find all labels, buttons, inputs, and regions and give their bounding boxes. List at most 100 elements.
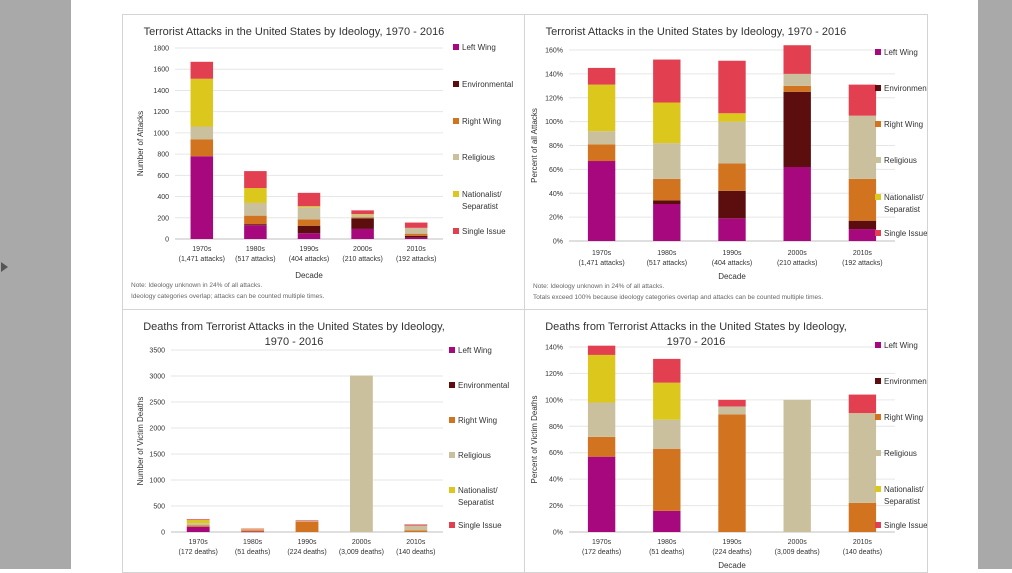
y-tick-label: 20% [549,215,563,222]
bar-segment [186,523,210,526]
legend-label: Left Wing [462,43,496,52]
bar-segment [351,218,374,229]
x-tick-label: 1980s [657,250,677,257]
bar-segment [587,161,616,241]
bar-segment [241,531,265,533]
bar-segment [783,85,811,92]
legend-label: Left Wing [884,48,918,57]
bar-segment [848,413,877,503]
legend-label: Environmental [458,381,509,390]
x-tick-label: 2000s [352,539,372,546]
y-tick-label: 2000 [149,426,165,433]
legend-swatch [875,486,881,492]
x-axis-label: Decade [718,272,746,281]
legend-swatch [453,191,459,197]
y-tick-label: 1600 [153,67,169,74]
bar-segment [295,520,319,522]
bar-segment [718,399,746,407]
bar-segment [718,163,746,191]
bar-segment [404,530,428,532]
y-tick-label: 160% [545,48,563,55]
y-tick-label: 0% [553,239,563,246]
y-tick-label: 0 [161,530,165,537]
bar-segment [297,233,321,239]
x-tick-sublabel: (1,471 attacks) [179,256,225,263]
x-tick-sublabel: (224 deaths) [287,549,326,556]
chart-title: 1970 - 2016 [265,336,324,348]
legend-label: Religious [884,449,917,458]
legend-swatch [453,81,459,87]
legend-label: Separatist [884,497,921,506]
bar-segment [351,214,374,218]
bar-segment [186,526,210,532]
x-tick-label: 1980s [243,539,263,546]
x-tick-label: 1990s [299,246,319,253]
bar-segment [587,144,616,162]
bar-segment [295,521,319,532]
x-tick-label: 1980s [246,246,266,253]
bar-segment [587,84,616,132]
chart-deaths-percent: Deaths from Terrorist Attacks in the Uni… [524,309,928,573]
legend-label: Single Issue [458,521,502,530]
expand-arrow-icon[interactable] [1,262,8,272]
legend-label: Religious [884,156,917,165]
document-page: Terrorist Attacks in the United States b… [71,0,978,573]
x-axis-label: Decade [718,561,746,570]
legend-swatch [449,347,455,353]
x-axis-label: Decade [295,271,323,280]
bar-segment [653,382,681,420]
x-tick-sublabel: (3,009 deaths) [775,549,820,556]
legend-label: Left Wing [884,341,918,350]
y-tick-label: 0 [165,237,169,244]
bar-segment [718,60,746,114]
legend-label: Separatist [462,202,499,211]
bar-segment [848,229,877,241]
bar-segment [190,139,214,157]
bar-segment [718,414,746,532]
bar-segment [587,456,616,532]
y-tick-label: 3000 [149,374,165,381]
bar-segment [297,206,321,208]
bar-segment [404,524,428,526]
chart-svg: Deaths from Terrorist Attacks in the Uni… [530,321,927,570]
legend-label: Right Wing [884,413,923,422]
x-tick-sublabel: (192 attacks) [842,260,882,267]
bar-segment [244,188,267,203]
y-tick-label: 600 [157,173,169,180]
x-tick-label: 1970s [192,246,212,253]
chart-note: Ideology categories overlap; attacks can… [131,293,324,300]
bar-segment [653,59,681,103]
bar-segment [848,115,877,179]
bar-segment [848,502,877,532]
chart-deaths-count: Deaths from Terrorist Attacks in the Uni… [122,309,526,573]
bar-segment [241,530,265,532]
x-tick-sublabel: (517 attacks) [647,260,687,267]
y-tick-label: 40% [549,477,563,484]
legend-label: Right Wing [462,117,501,126]
legend-label: Nationalist/ [884,485,924,494]
x-tick-label: 1970s [592,250,612,257]
y-tick-label: 100% [545,397,563,404]
bar-segment [783,45,811,74]
y-axis-label: Number of Victim Deaths [136,397,145,486]
bar-segment [186,525,210,527]
y-tick-label: 100% [545,119,563,126]
bar-segment [297,225,321,234]
legend-swatch [875,378,881,384]
x-tick-sublabel: (224 deaths) [712,549,751,556]
legend-swatch [875,85,881,91]
bar-segment [653,143,681,179]
x-tick-sublabel: (404 attacks) [289,256,329,263]
chart-svg: Terrorist Attacks in the United States b… [131,26,513,300]
y-axis-label: Percent of Victim Deaths [530,396,539,484]
y-tick-label: 1000 [149,478,165,485]
x-tick-sublabel: (210 attacks) [777,260,817,267]
bar-segment [848,178,877,221]
bar-segment [244,171,267,189]
legend-label: Left Wing [458,346,492,355]
legend-swatch [875,49,881,55]
y-tick-label: 500 [153,504,165,511]
chart-attacks-count: Terrorist Attacks in the United States b… [122,14,526,310]
bar-segment [783,91,811,167]
bar-segment [653,200,681,204]
